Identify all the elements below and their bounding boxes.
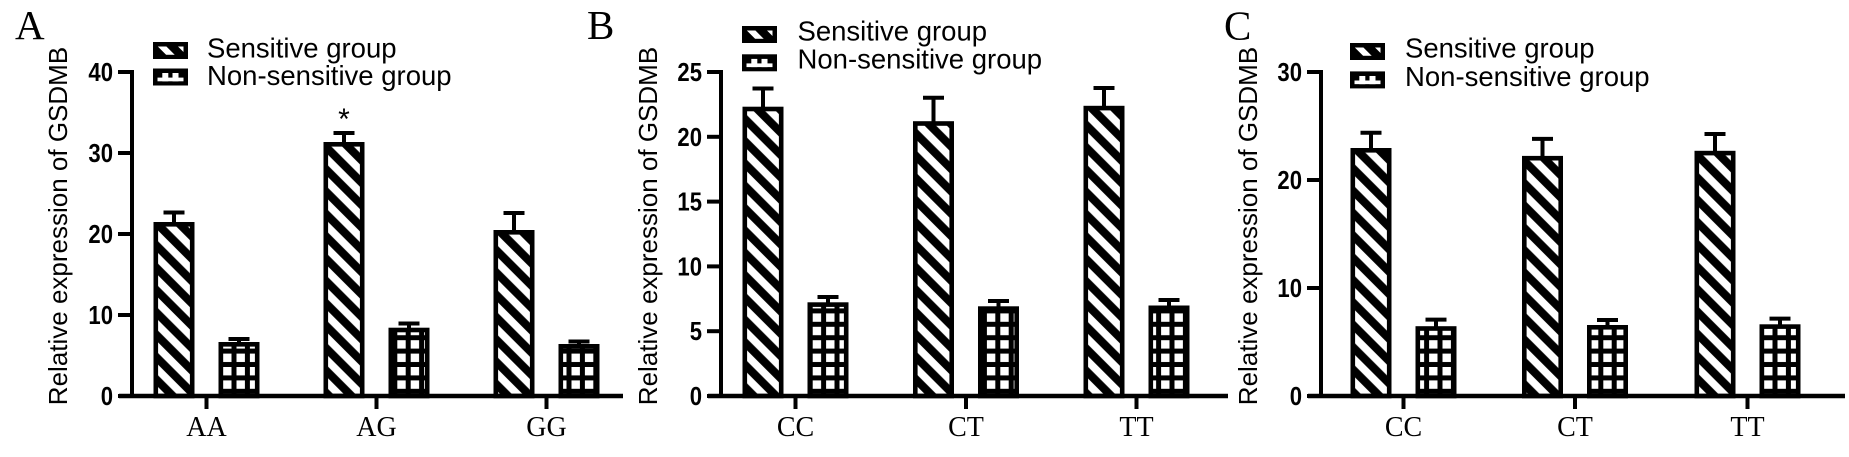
svg-text:Non-sensitive group: Non-sensitive group (798, 44, 1043, 75)
svg-text:0: 0 (1290, 382, 1302, 411)
svg-text:CT: CT (948, 412, 984, 443)
svg-text:Relative expression of GSDMB: Relative expression of GSDMB (1233, 47, 1263, 405)
svg-text:A: A (15, 2, 45, 48)
svg-text:10: 10 (1277, 274, 1302, 303)
svg-text:C: C (1224, 3, 1251, 49)
svg-text:Non-sensitive group: Non-sensitive group (207, 60, 452, 91)
svg-text:CT: CT (1557, 412, 1593, 443)
svg-text:TT: TT (1119, 412, 1153, 443)
svg-text:10: 10 (677, 253, 702, 282)
svg-text:40: 40 (88, 58, 113, 87)
svg-text:25: 25 (677, 58, 702, 87)
svg-text:0: 0 (101, 382, 113, 411)
svg-text:15: 15 (677, 188, 702, 217)
svg-text:Sensitive group: Sensitive group (207, 33, 397, 64)
svg-text:AA: AA (186, 412, 227, 443)
svg-text:CC: CC (777, 412, 814, 443)
svg-text:B: B (587, 2, 614, 48)
svg-text:10: 10 (88, 301, 113, 330)
svg-text:5: 5 (690, 318, 702, 347)
svg-text:AG: AG (356, 412, 396, 443)
svg-text:20: 20 (1277, 166, 1302, 195)
svg-text:20: 20 (88, 220, 113, 249)
svg-text:Relative expression of GSDMB: Relative expression of GSDMB (43, 47, 73, 405)
svg-text:*: * (338, 103, 350, 136)
svg-text:Non-sensitive group: Non-sensitive group (1405, 61, 1650, 92)
svg-text:TT: TT (1730, 412, 1764, 443)
svg-text:30: 30 (1277, 58, 1302, 87)
svg-text:GG: GG (526, 412, 566, 443)
svg-text:Relative expression of GSDMB: Relative expression of GSDMB (633, 47, 663, 405)
svg-text:Sensitive group: Sensitive group (1405, 33, 1595, 64)
svg-text:Sensitive group: Sensitive group (798, 16, 988, 47)
svg-text:20: 20 (677, 123, 702, 152)
svg-text:CC: CC (1385, 412, 1422, 443)
svg-text:0: 0 (690, 382, 702, 411)
svg-text:30: 30 (88, 139, 113, 168)
